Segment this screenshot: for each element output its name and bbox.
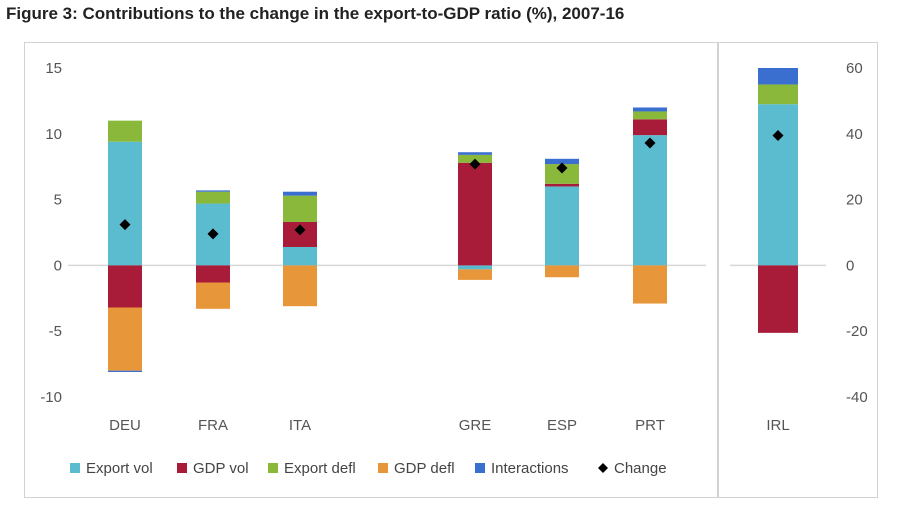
- bar-ita-interactions: [283, 191, 317, 196]
- legend-interactions-swatch: [475, 463, 485, 473]
- bar-gre-export-vol: [458, 265, 492, 270]
- bar-deu-gdp-defl: [108, 307, 142, 371]
- bar-prt-gdp-vol: [633, 119, 667, 136]
- bar-prt-export-defl: [633, 111, 667, 120]
- left-y-tick-15: 15: [45, 60, 62, 77]
- bar-fra-export-defl: [196, 191, 230, 204]
- bar-esp-export-defl: [545, 164, 579, 184]
- left-y-tick-10: 10: [45, 126, 62, 143]
- right-y-tick-0: 0: [846, 257, 854, 274]
- marker-esp-change: [556, 162, 568, 174]
- bar-esp-export-vol: [545, 186, 579, 266]
- legend-gdp-vol-swatch: [177, 463, 187, 473]
- legend-change-label: Change: [614, 460, 667, 477]
- legend-export-vol-swatch: [70, 463, 80, 473]
- chart-frame: [24, 42, 878, 498]
- left-y-tick-0: 0: [54, 257, 62, 274]
- legend-change-swatch: [598, 463, 608, 473]
- bar-esp-gdp-vol: [545, 183, 579, 187]
- marker-ita-change: [294, 224, 306, 236]
- legend-gdp-vol-label: GDP vol: [193, 460, 249, 477]
- right-y-tick-40: -40: [846, 389, 868, 406]
- legend-interactions-label: Interactions: [491, 460, 569, 477]
- bar-deu-gdp-vol: [108, 265, 142, 308]
- left-y-tick-5: 5: [54, 192, 62, 209]
- x-label-gre: GRE: [459, 417, 492, 434]
- x-label-irl: IRL: [766, 417, 789, 434]
- bar-fra-gdp-vol: [196, 265, 230, 283]
- bar-deu-export-vol: [108, 141, 142, 266]
- bar-fra-gdp-defl: [196, 282, 230, 309]
- left-y-tick-5: -5: [49, 323, 62, 340]
- legend-export-defl-swatch: [268, 463, 278, 473]
- bar-ita-export-defl: [283, 195, 317, 222]
- legend-export-defl-label: Export defl: [284, 460, 356, 477]
- x-label-prt: PRT: [635, 417, 665, 434]
- right-y-tick-20: -20: [846, 323, 868, 340]
- legend-gdp-defl-swatch: [378, 463, 388, 473]
- bar-deu-export-defl: [108, 120, 142, 142]
- bar-irl-export-vol: [758, 104, 798, 266]
- bar-ita-export-vol: [283, 246, 317, 266]
- marker-deu-change: [119, 219, 131, 231]
- x-label-esp: ESP: [547, 417, 577, 434]
- bar-irl-gdp-vol: [758, 265, 798, 333]
- legend-export-vol-label: Export vol: [86, 460, 153, 477]
- bar-prt-gdp-defl: [633, 265, 667, 304]
- x-label-fra: FRA: [198, 417, 228, 434]
- chart-title: Figure 3: Contributions to the change in…: [6, 4, 625, 23]
- bar-gre-gdp-vol: [458, 162, 492, 266]
- right-y-tick-40: 40: [846, 126, 863, 143]
- bar-irl-export-defl: [758, 84, 798, 105]
- bar-ita-gdp-defl: [283, 265, 317, 307]
- bar-esp-gdp-defl: [545, 265, 579, 278]
- marker-prt-change: [644, 137, 656, 149]
- marker-irl-change: [772, 129, 784, 141]
- right-y-tick-20: 20: [846, 192, 863, 209]
- bar-esp-interactions: [545, 158, 579, 165]
- left-y-tick-10: -10: [40, 389, 62, 406]
- bar-prt-interactions: [633, 107, 667, 112]
- bar-gre-interactions: [458, 152, 492, 155]
- x-label-deu: DEU: [109, 417, 141, 434]
- bar-fra-interactions: [196, 190, 230, 192]
- legend-gdp-defl-label: GDP defl: [394, 460, 455, 477]
- x-label-ita: ITA: [289, 417, 311, 434]
- bar-gre-gdp-defl: [458, 269, 492, 280]
- marker-gre-change: [469, 158, 481, 170]
- bar-irl-interactions: [758, 68, 798, 85]
- bar-deu-interactions: [108, 370, 142, 372]
- marker-fra-change: [207, 228, 219, 240]
- bar-prt-export-vol: [633, 135, 667, 266]
- right-y-tick-60: 60: [846, 60, 863, 77]
